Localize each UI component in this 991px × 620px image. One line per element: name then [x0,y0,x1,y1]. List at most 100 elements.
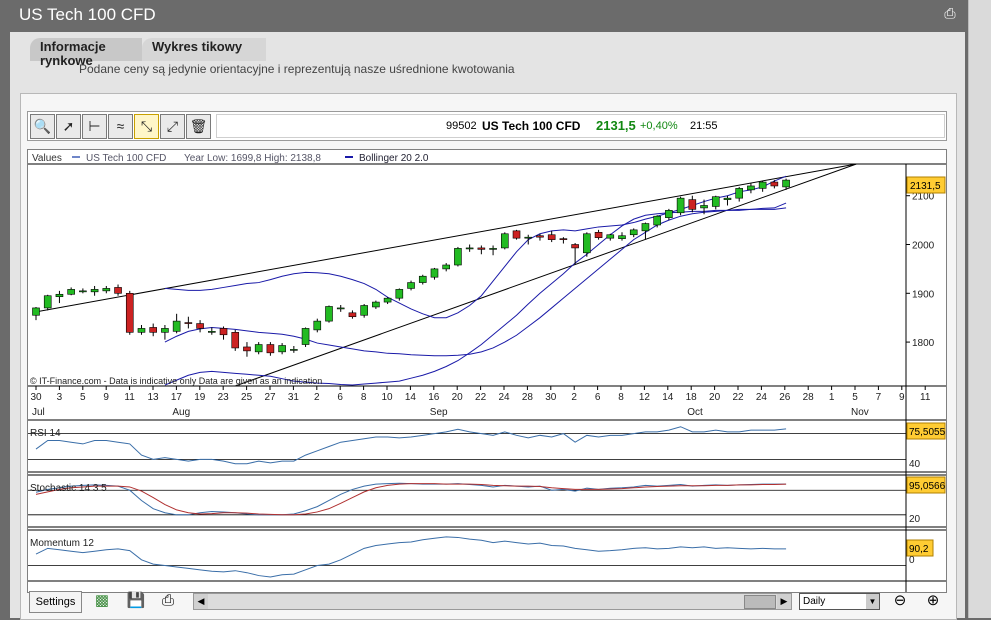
candle [383,297,392,303]
x-tick-label: 20 [709,392,721,403]
x-tick-label: 22 [732,392,744,403]
stochastic-badge [906,476,946,494]
candle [161,328,169,333]
printer-icon[interactable]: ⎙ [161,592,174,609]
candle [442,264,451,270]
legend-series-swatch [72,156,80,158]
y-tick-label: 1800 [912,338,935,349]
print-icon[interactable]: ⎙ [944,5,956,21]
bollinger-upper [164,175,787,319]
zoom-area-icon[interactable]: 🔍 [30,114,55,139]
save-icon[interactable]: 💾 [126,592,146,609]
trash-icon[interactable]: 🗑 [186,114,211,139]
x-tick-label: 25 [241,392,253,403]
zoom-out-icon[interactable]: ⊖ [893,592,907,609]
x-tick-label: 28 [522,392,534,403]
x-tick-label: 13 [147,392,159,403]
parallel-lines-icon[interactable]: ⤡ [134,114,159,139]
x-tick-label: 2 [571,392,577,403]
candle [184,322,193,324]
candle [243,346,251,352]
rsi-badge [906,422,946,440]
candle [219,328,228,336]
x-tick-label: 18 [686,392,698,403]
fibonacci-icon[interactable]: ⤢ [160,114,185,139]
candle [512,230,521,239]
candle [594,232,603,238]
x-tick-label: 7 [876,392,882,403]
candle [583,233,591,254]
rsi-tick: 40 [909,459,921,470]
scroll-right-icon[interactable]: ▶ [777,594,791,609]
x-tick-label: 11 [124,392,135,403]
period-value: Daily [803,596,826,607]
candle [336,307,345,310]
zoom-in-icon[interactable]: ⊕ [926,592,940,609]
legend-bollinger: Bollinger 20 2.0 [359,153,429,164]
candle [653,215,661,226]
y-tick-label: 2000 [912,241,935,252]
rsi-label: RSI 14 [30,428,61,439]
x-tick-label: 31 [288,392,300,403]
candle [770,181,779,187]
stochastic-k-line [35,482,787,516]
stochastic-tick: 20 [909,514,921,525]
candle [723,197,732,200]
x-tick-label: 9 [103,392,109,403]
period-select[interactable]: Daily ▼ [799,593,880,610]
candles-icon[interactable]: ▩ [94,592,110,609]
momentum-label: Momentum 12 [30,538,94,549]
candle [500,233,509,249]
x-tick-label: 14 [662,392,674,403]
x-tick-label: 28 [803,392,815,403]
vertical-scrollbar[interactable] [968,0,991,618]
candle [758,181,767,189]
candle [90,289,99,293]
scroll-thumb[interactable] [744,595,776,609]
x-tick-label: 8 [361,392,367,403]
candle [208,331,216,333]
candle [430,268,439,278]
crosshair-icon[interactable]: ⊢ [82,114,107,139]
candle [547,234,556,240]
x-tick-label: 27 [264,392,276,403]
candle [629,229,638,236]
window-title: US Tech 100 CFD [19,5,156,24]
trend-line-icon[interactable]: ➚ [56,114,81,139]
candle [114,287,122,294]
x-tick-label: 6 [337,392,343,403]
instrument-id: 99502 [446,120,477,132]
scroll-left-icon[interactable]: ◀ [194,594,208,609]
x-tick-label: 10 [381,392,393,403]
settings-button[interactable]: Settings [29,591,82,613]
tab-tick-chart[interactable]: Wykres tikowy [142,38,266,61]
x-tick-label: 20 [452,392,464,403]
price-badge [906,176,946,194]
rsi-line [35,426,787,465]
price-disclaimer: Podane ceny są jedynie orientacyjne i re… [79,62,515,76]
indicator-icon[interactable]: ≈ [108,114,133,139]
y-tick-label: 1900 [912,289,935,300]
x-tick-label: 19 [194,392,206,403]
x-tick-label: 1 [829,392,835,403]
last-price: 2131,5 [596,118,636,133]
candle [747,185,755,191]
legend-values: Values [32,153,62,164]
horizontal-scrollbar[interactable]: ◀ ▶ [193,593,792,610]
candle [196,323,204,329]
candle [266,344,275,354]
candle [782,179,790,188]
x-tick-label: 6 [595,392,601,403]
x-tick-label: 17 [171,392,183,403]
candle [301,328,310,345]
tab-tick-chart-label: Wykres tikowy [152,39,243,54]
tab-market-info[interactable]: Informacje rynkowe [30,38,142,68]
candle [536,235,544,238]
legend-year-range: Year Low: 1699,8 High: 2138,8 [184,153,321,164]
chart-area[interactable]: 30 3 5 9 11 13 17 19 23 25 27 31 2 6 8 10 14 16 20 22 24 28 30… [27,149,947,593]
candle [407,282,415,289]
candle [688,199,697,210]
x-tick-label: 22 [475,392,487,403]
window-titlebar: US Tech 100 CFD ⎙ [0,0,991,32]
x-tick-label: 24 [756,392,768,403]
